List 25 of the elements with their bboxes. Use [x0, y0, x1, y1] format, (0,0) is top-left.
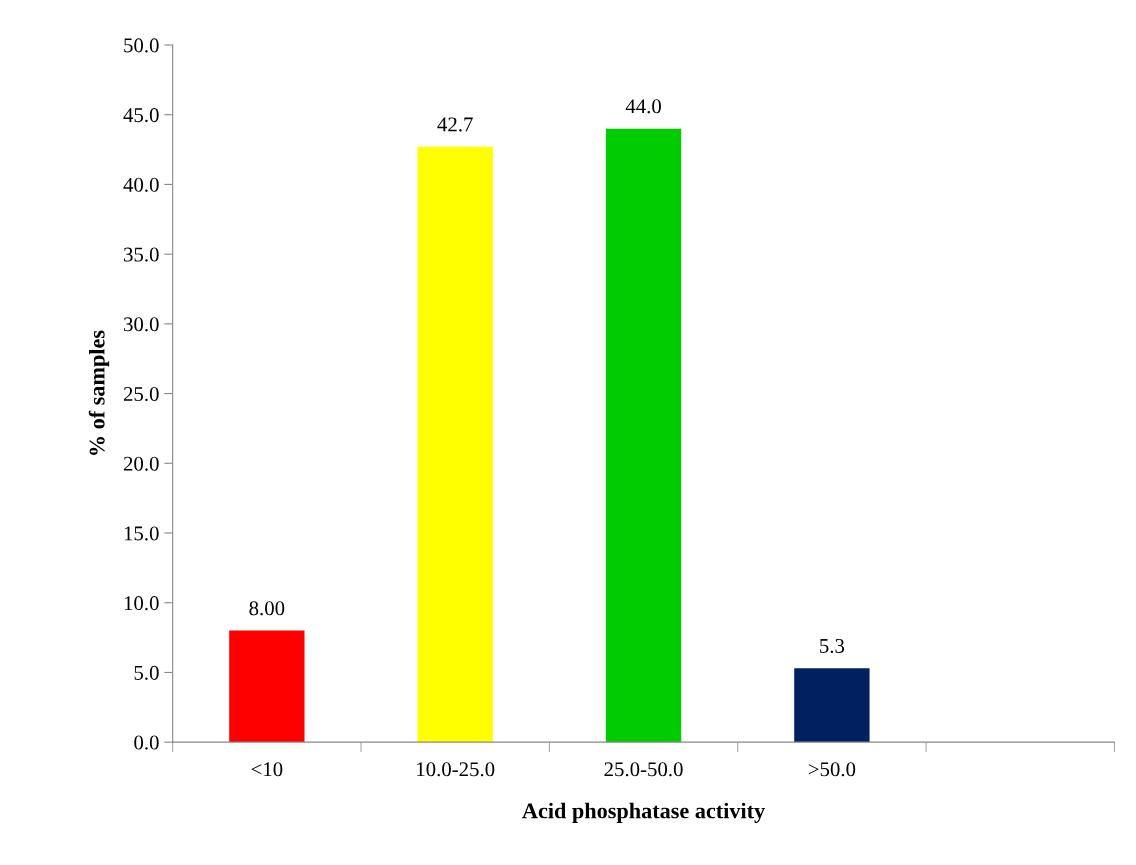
y-tick-label: 5.0 — [134, 665, 159, 680]
data-label: 42.7 — [437, 117, 473, 132]
x-tick-label: 25.0-50.0 — [604, 762, 683, 777]
data-label: 44.0 — [625, 99, 661, 114]
y-tick-label: 10.0 — [124, 596, 159, 611]
x-tick-label: >50.0 — [808, 762, 856, 777]
y-tick-label: 15.0 — [124, 526, 159, 541]
x-axis-title: Acid phosphatase activity — [522, 802, 765, 823]
y-tick-label: 35.0 — [124, 247, 159, 262]
y-tick-label: 40.0 — [123, 177, 159, 192]
data-label: 5.3 — [820, 638, 845, 654]
y-tick-label: 30.0 — [124, 317, 159, 332]
data-label: 8.00 — [249, 601, 285, 616]
bar — [229, 630, 305, 743]
bar — [417, 146, 493, 743]
y-tick-label: 0.0 — [134, 735, 159, 750]
y-tick-label: 45.0 — [123, 108, 159, 123]
x-tick-label: 10.0-25.0 — [417, 762, 495, 777]
y-tick-label: 25.0 — [123, 386, 159, 402]
y-tick-label: 20.0 — [123, 456, 159, 471]
bar — [605, 128, 682, 743]
x-tick-label: <10 — [251, 762, 283, 777]
y-tick-label: 50.0 — [124, 38, 159, 53]
bar — [794, 668, 870, 743]
y-axis-title: % of samples — [88, 330, 110, 455]
